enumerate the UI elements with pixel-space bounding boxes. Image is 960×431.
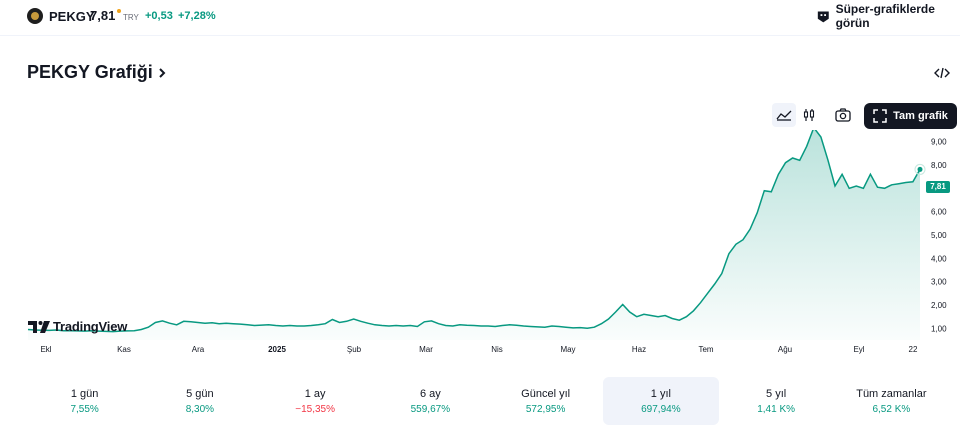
period-change-value: 7,55% (70, 403, 99, 415)
tradingview-wordmark: TradingView (53, 319, 128, 334)
ticker-symbol[interactable]: PEKGY (49, 9, 95, 24)
price-chart[interactable]: 1,002,003,004,005,006,007,008,009,00EklK… (0, 130, 960, 360)
symbol-header: PEKGY 7,81 TRY +0,53 +7,28% Süper-grafik… (0, 0, 960, 36)
x-tick-label: May (560, 345, 575, 354)
price-change-percent: +7,28% (178, 10, 216, 22)
x-tick-label: Mar (419, 345, 433, 354)
page-title: PEKGY Grafiği (27, 62, 153, 82)
candle-chart-type-button[interactable] (797, 103, 821, 127)
period-change-value: −15,35% (295, 403, 335, 415)
embed-code-icon[interactable] (934, 66, 950, 80)
performance-periods: 1 gün 7,55% 5 gün 8,30% 1 ay −15,35% 6 ay 559,6… (27, 377, 949, 425)
price-area-fill (28, 130, 920, 340)
full-chart-label: Tam grafik (893, 110, 948, 122)
x-tick-label: Kas (117, 345, 131, 354)
period-label: 5 yıl (766, 387, 787, 400)
full-chart-button[interactable]: Tam grafik (864, 103, 957, 129)
period-change-value: 1,41 K% (757, 403, 796, 415)
last-point (917, 166, 923, 172)
period-label: 1 yıl (650, 387, 671, 400)
x-tick-label: Ara (192, 345, 205, 354)
x-tick-label: 22 (909, 345, 918, 354)
x-tick-label: 2025 (268, 345, 286, 354)
x-tick-label: Şub (347, 345, 362, 354)
period-change-value: 572,95% (525, 403, 566, 415)
last-price-label: 7,81 (926, 181, 950, 193)
y-tick-label: 3,00 (931, 278, 947, 287)
period-button[interactable]: Güncel yıl 572,95% (488, 377, 603, 425)
currency-label: TRY (123, 13, 139, 22)
y-tick-label: 6,00 (931, 208, 947, 217)
super-charts-label: Süper-grafiklerde görün (835, 2, 935, 30)
period-button[interactable]: 1 yıl 697,94% (603, 377, 719, 425)
x-tick-label: Eyl (853, 345, 864, 354)
y-tick-label: 9,00 (931, 138, 947, 147)
super-charts-icon (817, 11, 829, 23)
period-button[interactable]: 1 ay −15,35% (258, 377, 373, 425)
x-tick-label: Tem (698, 345, 713, 354)
period-label: 1 gün (70, 387, 99, 400)
period-button[interactable]: 6 ay 559,67% (373, 377, 488, 425)
area-chart-icon (776, 110, 792, 121)
x-tick-label: Ağu (778, 345, 792, 354)
period-button[interactable]: 1 gün 7,55% (27, 377, 142, 425)
tradingview-logo[interactable]: TradingView (28, 319, 127, 334)
period-label: 5 gün (186, 387, 214, 400)
fullscreen-icon (873, 109, 887, 123)
candlestick-icon (803, 109, 815, 121)
y-tick-label: 1,00 (931, 324, 947, 333)
y-tick-label: 4,00 (931, 254, 947, 263)
period-button[interactable]: 5 gün 8,30% (142, 377, 257, 425)
period-change-value: 6,52 K% (872, 403, 911, 415)
price-line (27, 130, 921, 333)
chart-title-link[interactable]: PEKGY Grafiği (27, 62, 166, 83)
tradingview-logo-icon (28, 320, 50, 333)
last-price: 7,81 (90, 8, 116, 23)
last-point-ring (914, 163, 926, 175)
x-tick-label: Haz (632, 345, 646, 354)
camera-icon (835, 108, 851, 122)
area-chart-type-button[interactable] (772, 103, 796, 127)
period-label: 1 ay (304, 387, 326, 400)
market-status-dot (117, 9, 121, 13)
super-charts-button[interactable]: Süper-grafiklerde görün (816, 2, 960, 30)
x-tick-label: Ekl (40, 345, 51, 354)
y-tick-label: 8,00 (931, 161, 947, 170)
period-change-value: 8,30% (185, 403, 215, 415)
period-button[interactable]: 5 yıl 1,41 K% (719, 377, 834, 425)
y-tick-label: 2,00 (931, 301, 947, 310)
period-label: Güncel yıl (521, 387, 571, 400)
price-change: +0,53 (145, 10, 173, 22)
screenshot-button[interactable] (831, 103, 855, 127)
period-button[interactable]: Tüm zamanlar 6,52 K% (834, 377, 949, 425)
period-change-value: 697,94% (641, 403, 681, 415)
period-change-value: 559,67% (410, 403, 451, 415)
period-label: 6 ay (419, 387, 441, 400)
symbol-logo (27, 8, 43, 24)
y-tick-label: 5,00 (931, 231, 947, 240)
x-tick-label: Nis (491, 345, 503, 354)
period-label: Tüm zamanlar (856, 387, 927, 400)
chevron-right-icon (158, 67, 166, 78)
